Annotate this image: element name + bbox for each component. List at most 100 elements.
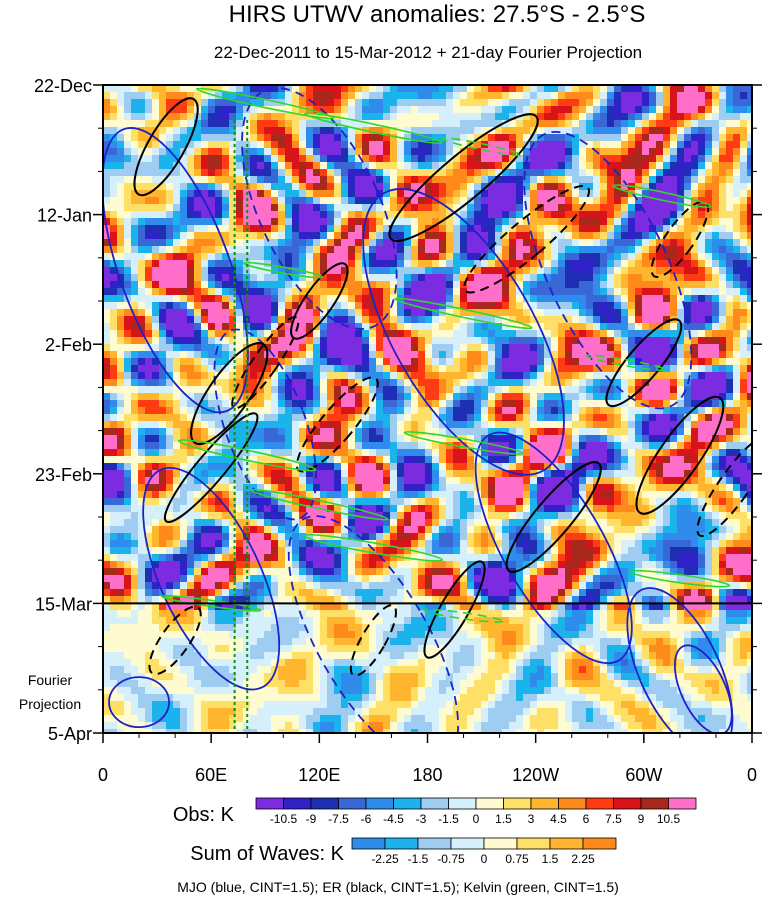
anomaly-cell: [656, 351, 664, 359]
anomaly-cell: [306, 260, 314, 268]
anomaly-cell: [614, 232, 622, 240]
anomaly-cell: [124, 141, 132, 149]
anomaly-cell: [124, 393, 132, 401]
anomaly-cell: [691, 253, 699, 261]
anomaly-cell: [474, 113, 482, 121]
anomaly-cell: [285, 92, 293, 100]
anomaly-cell: [411, 442, 419, 450]
anomaly-cell: [229, 169, 237, 177]
anomaly-cell: [362, 155, 370, 163]
anomaly-cell: [628, 106, 636, 114]
anomaly-cell: [635, 253, 643, 261]
anomaly-cell: [579, 225, 587, 233]
anomaly-cell: [369, 183, 377, 191]
anomaly-cell: [565, 358, 573, 366]
anomaly-cell: [131, 400, 139, 408]
anomaly-cell: [222, 204, 230, 212]
anomaly-cell: [607, 85, 615, 93]
anomaly-cell: [194, 190, 202, 198]
anomaly-cell: [551, 155, 559, 163]
anomaly-cell: [292, 414, 300, 422]
anomaly-cell: [614, 393, 622, 401]
anomaly-cell: [292, 274, 300, 282]
anomaly-cell: [355, 239, 363, 247]
anomaly-cell: [208, 99, 216, 107]
anomaly-cell: [467, 113, 475, 121]
anomaly-cell: [740, 190, 748, 198]
anomaly-cell: [446, 85, 454, 93]
anomaly-cell: [460, 225, 468, 233]
anomaly-cell: [208, 92, 216, 100]
anomaly-cell: [215, 365, 223, 373]
anomaly-cell: [642, 351, 650, 359]
anomaly-cell: [110, 281, 118, 289]
anomaly-cell: [145, 232, 153, 240]
anomaly-cell: [173, 421, 181, 429]
anomaly-cell: [642, 421, 650, 429]
anomaly-cell: [271, 344, 279, 352]
anomaly-cell: [229, 442, 237, 450]
anomaly-cell: [299, 365, 307, 373]
anomaly-cell: [145, 449, 153, 457]
anomaly-cell: [656, 400, 664, 408]
anomaly-cell: [383, 99, 391, 107]
anomaly-cell: [215, 148, 223, 156]
anomaly-cell: [124, 162, 132, 170]
anomaly-cell: [712, 176, 720, 184]
anomaly-cell: [726, 309, 734, 317]
anomaly-cell: [236, 85, 244, 93]
anomaly-cell: [215, 449, 223, 457]
anomaly-cell: [565, 428, 573, 436]
anomaly-cell: [607, 316, 615, 324]
anomaly-cell: [600, 99, 608, 107]
anomaly-cell: [607, 428, 615, 436]
anomaly-cell: [530, 92, 538, 100]
anomaly-cell: [222, 302, 230, 310]
anomaly-cell: [593, 232, 601, 240]
anomaly-cell: [425, 316, 433, 324]
anomaly-cell: [173, 204, 181, 212]
anomaly-cell: [733, 302, 741, 310]
anomaly-cell: [362, 134, 370, 142]
anomaly-cell: [481, 295, 489, 303]
anomaly-cell: [110, 337, 118, 345]
anomaly-cell: [726, 99, 734, 107]
anomaly-cell: [530, 218, 538, 226]
anomaly-cell: [285, 281, 293, 289]
anomaly-cell: [516, 120, 524, 128]
anomaly-cell: [621, 155, 629, 163]
anomaly-cell: [502, 211, 510, 219]
anomaly-cell: [628, 253, 636, 261]
anomaly-cell: [390, 141, 398, 149]
anomaly-cell: [124, 232, 132, 240]
anomaly-cell: [320, 155, 328, 163]
anomaly-cell: [411, 162, 419, 170]
anomaly-cell: [229, 162, 237, 170]
anomaly-cell: [432, 190, 440, 198]
anomaly-cell: [390, 225, 398, 233]
anomaly-cell: [425, 393, 433, 401]
anomaly-cell: [222, 456, 230, 464]
anomaly-cell: [565, 148, 573, 156]
anomaly-cell: [103, 197, 111, 205]
anomaly-cell: [306, 407, 314, 415]
anomaly-cell: [642, 85, 650, 93]
anomaly-cell: [362, 260, 370, 268]
anomaly-cell: [250, 386, 258, 394]
anomaly-cell: [411, 330, 419, 338]
anomaly-cell: [607, 155, 615, 163]
anomaly-cell: [530, 295, 538, 303]
anomaly-cell: [691, 239, 699, 247]
anomaly-cell: [425, 295, 433, 303]
anomaly-cell: [320, 337, 328, 345]
anomaly-cell: [194, 155, 202, 163]
anomaly-cell: [341, 246, 349, 254]
anomaly-cell: [383, 183, 391, 191]
anomaly-cell: [439, 211, 447, 219]
anomaly-cell: [495, 302, 503, 310]
anomaly-cell: [530, 134, 538, 142]
anomaly-cell: [376, 442, 384, 450]
anomaly-cell: [600, 232, 608, 240]
anomaly-cell: [488, 169, 496, 177]
anomaly-cell: [572, 155, 580, 163]
